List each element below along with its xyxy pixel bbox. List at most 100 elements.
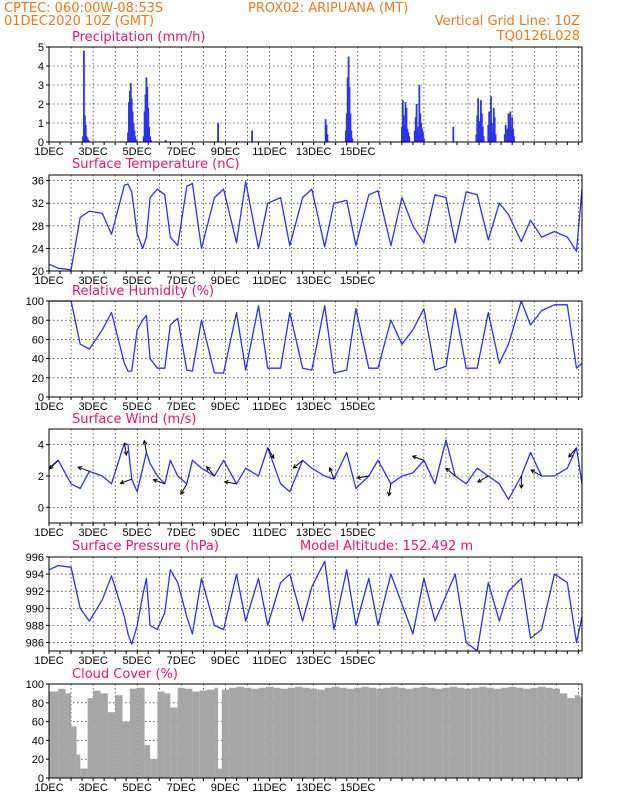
cloud-bar — [523, 688, 531, 778]
precip-bar — [344, 130, 347, 142]
precip-bar — [510, 126, 513, 142]
precip-bar — [84, 124, 87, 142]
cloud-bar — [218, 768, 222, 778]
precip-bar — [414, 117, 417, 142]
precip-bar — [131, 111, 134, 142]
wind-arrow-head — [530, 469, 536, 474]
cloud-bar — [383, 687, 391, 778]
cloud-bar — [177, 687, 186, 778]
cloud-ytick-label: 80 — [32, 698, 44, 710]
precip-bar — [350, 130, 353, 142]
precip-bar — [509, 111, 512, 142]
precip-bar — [401, 100, 404, 142]
precip-bar — [475, 134, 478, 142]
cloud-bar — [65, 693, 72, 778]
press-xtick-label: 9DEC — [211, 655, 240, 667]
precip-bar — [478, 121, 480, 142]
precip-bar — [420, 123, 423, 142]
precip-bar — [487, 124, 490, 142]
wind-arrow-head — [270, 454, 275, 460]
precip-bar — [415, 104, 418, 142]
wind-arrow-head — [142, 439, 148, 445]
cloud-bar — [243, 687, 252, 778]
cloud-bar — [361, 686, 369, 778]
rh-frame — [48, 300, 583, 398]
temp-ytick-label: 32 — [32, 198, 44, 210]
precip-bar — [149, 136, 151, 142]
press-xtick-label: 7DEC — [167, 655, 196, 667]
precip-bar — [217, 123, 219, 142]
wind-arrow-head — [206, 466, 211, 471]
cloud-bar — [107, 712, 116, 778]
cloud-bar — [545, 687, 553, 778]
cloud-bar — [71, 726, 77, 778]
wind-arrow-head — [445, 467, 451, 473]
press-xtick-label: 3DEC — [78, 655, 107, 667]
cloud-ytick-label: 100 — [26, 679, 44, 691]
cloud-bar — [324, 687, 333, 778]
precip-frame — [48, 46, 583, 143]
wind-xtick-label: 1DEC — [34, 527, 63, 539]
precip-bar — [135, 140, 138, 142]
rh-ytick-label: 40 — [32, 354, 44, 366]
cloud-ytick-label: 0 — [38, 773, 44, 785]
cloud-bar — [434, 688, 443, 778]
cloud-bar — [236, 686, 244, 778]
cloud-bar — [552, 688, 560, 778]
precip-bar — [416, 126, 419, 142]
rh-xtick-label: 5DEC — [123, 401, 152, 413]
cloud-xtick-label: 1DEC — [34, 782, 63, 794]
cloud-bar — [574, 695, 581, 778]
precip-bar — [513, 136, 515, 142]
cloud-bar — [346, 688, 355, 778]
cloud-bar — [398, 687, 406, 778]
wind-arrow-head — [292, 464, 298, 469]
press-ytick-label: 988 — [26, 620, 44, 632]
precip-bar — [493, 117, 496, 142]
precip-bar — [480, 113, 483, 142]
precip-bar — [491, 123, 493, 142]
rh-title: Relative Humidity (%) — [72, 284, 214, 299]
precip-bar — [405, 107, 408, 142]
precip-bar — [511, 117, 514, 142]
precip-bar — [481, 126, 484, 142]
precip-bar — [419, 113, 422, 142]
precip-bar — [488, 111, 491, 142]
precip-bar — [476, 115, 479, 142]
wind-title: Surface Wind (m/s) — [72, 412, 196, 427]
precip-bar — [83, 115, 86, 142]
cloud-bar — [559, 693, 568, 778]
press-ytick-label: 986 — [26, 637, 44, 649]
precip-bar — [148, 126, 151, 142]
cloud-bar — [486, 687, 494, 778]
wind-arrow-head — [119, 479, 125, 485]
precip-bar — [128, 90, 131, 142]
press-frame — [48, 556, 583, 652]
precip-title: Precipitation (mm/h) — [72, 30, 205, 45]
wind-arrow — [267, 447, 275, 459]
cloud-frame — [48, 683, 583, 779]
rh-ytick-label: 0 — [38, 392, 44, 404]
wind-arrow-head — [518, 484, 524, 490]
precip-bar — [489, 119, 492, 142]
cloud-bar — [214, 687, 219, 778]
precip-bar — [408, 136, 411, 142]
wind-xtick-label: 15DEC — [340, 527, 376, 539]
press-xtick-label: 15DEC — [340, 655, 376, 667]
precip-xtick-label: 5DEC — [123, 146, 152, 158]
cloud-bar — [412, 687, 421, 778]
precip-bar — [452, 126, 455, 142]
cloud-bar — [580, 697, 582, 778]
precip-ytick-label: 3 — [38, 80, 44, 92]
precip-bar — [418, 85, 421, 142]
temp-ytick-label: 36 — [32, 176, 44, 188]
wind-ytick-label: 0 — [38, 502, 44, 514]
precip-xtick-label: 3DEC — [78, 146, 107, 158]
cloud-bar — [280, 688, 288, 778]
cloud-bar — [164, 693, 171, 778]
precip-ytick-label: 1 — [38, 118, 44, 130]
temp-ytick-label: 24 — [32, 243, 44, 255]
wind-xtick-label: 7DEC — [167, 527, 196, 539]
wind-panel: 0 2 4 1DEC 3DEC 5DEC 7DEC 9DEC 11DEC 13DEC 15DEC Su… — [34, 412, 583, 539]
cloud-bar — [122, 721, 130, 778]
